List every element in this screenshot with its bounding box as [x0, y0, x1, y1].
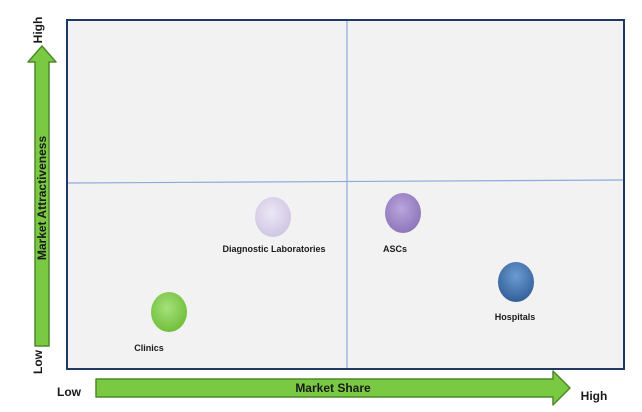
hospitals-bubble: [498, 262, 534, 302]
y-axis-high-label: High: [31, 17, 45, 44]
diagnostic-laboratories-bubble: [255, 197, 291, 237]
y-axis-arrow: [27, 45, 57, 347]
x-axis-arrow: [95, 370, 571, 406]
clinics-bubble: [151, 292, 187, 332]
ascs-bubble: [385, 193, 421, 233]
hospitals-label: Hospitals: [495, 312, 536, 322]
y-axis-low-label: Low: [31, 349, 45, 374]
x-axis-high-label: High: [581, 389, 608, 403]
clinics-label: Clinics: [134, 343, 164, 353]
diagnostic-laboratories-label: Diagnostic Laboratories: [222, 244, 325, 254]
ascs-label: ASCs: [383, 244, 407, 254]
x-axis-title: Market Share: [295, 381, 371, 395]
x-axis-low-label: Low: [57, 385, 82, 399]
quadrant-frame: [66, 19, 625, 370]
y-axis-title: Market Attractiveness: [35, 136, 49, 261]
horizontal-divider: [67, 179, 624, 184]
